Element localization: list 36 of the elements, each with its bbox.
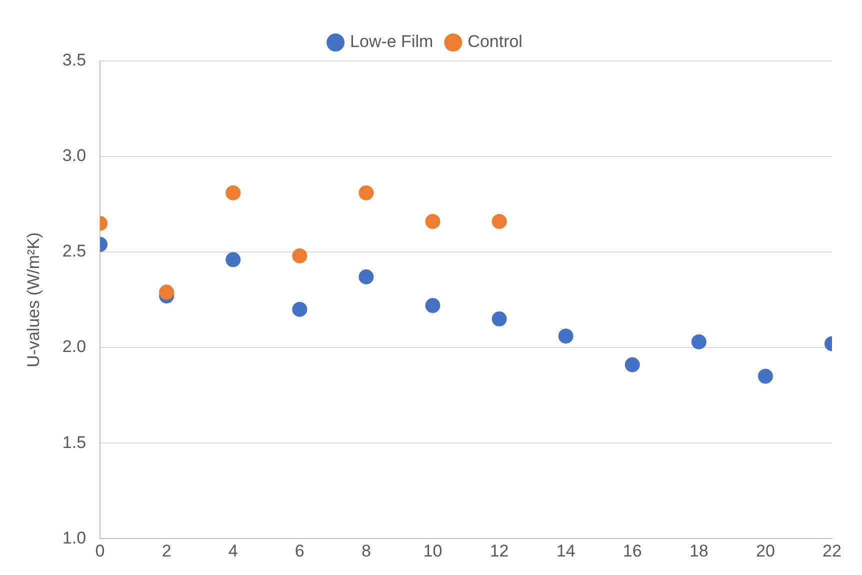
point (292, 302, 308, 317)
point (425, 214, 440, 229)
x-tick-label: 6 (294, 541, 304, 560)
point (624, 357, 640, 372)
y-axis-title: U-values (W/m²K) (24, 232, 43, 368)
point (492, 214, 507, 229)
y-tick-label: 3.0 (62, 146, 86, 166)
point (758, 368, 773, 384)
x-tick-label: 2 (162, 541, 172, 560)
point (226, 252, 241, 268)
point (159, 284, 174, 300)
point (358, 185, 374, 200)
x-tick-label: 4 (228, 541, 238, 560)
x-tick-label: 8 (361, 541, 371, 560)
point (226, 185, 241, 200)
x-tick-label: 14 (556, 541, 576, 560)
legend-label: Low-e Film (350, 32, 434, 52)
x-tick-label: 12 (490, 541, 509, 560)
point (558, 328, 574, 344)
y-tick-label: 1.0 (62, 528, 86, 548)
legend-label: Control (468, 32, 522, 52)
y-tick-label: 2.5 (62, 242, 86, 261)
x-tick-label: 10 (423, 541, 442, 560)
point (492, 311, 507, 326)
x-tick-label: 0 (95, 541, 105, 560)
point (425, 298, 440, 314)
point (691, 334, 706, 350)
x-tick-label: 18 (689, 541, 708, 560)
point (358, 269, 374, 284)
x-tick-label: 16 (622, 541, 642, 560)
y-tick-label: 2.0 (62, 337, 86, 356)
point (292, 248, 308, 264)
x-tick-label: 22 (822, 541, 842, 560)
y-tick-label: 1.5 (62, 432, 86, 452)
y-tick-label: 3.5 (62, 50, 86, 70)
x-tick-label: 20 (756, 541, 775, 560)
